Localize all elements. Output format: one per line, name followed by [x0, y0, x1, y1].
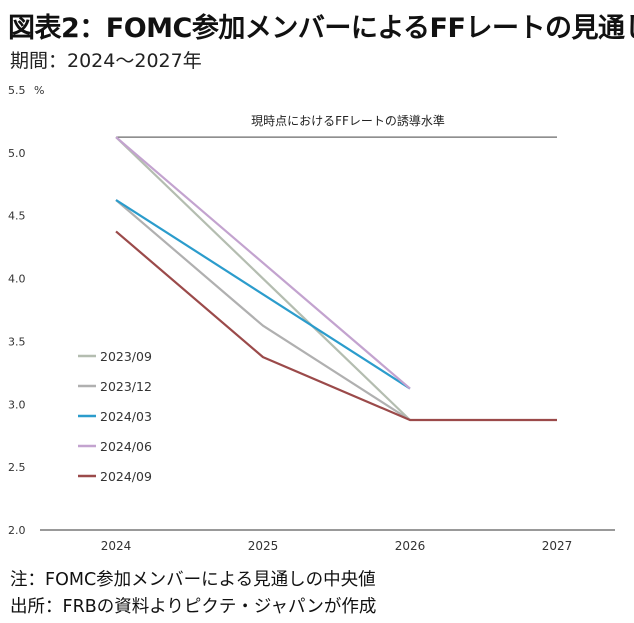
legend-label: 2023/12 — [100, 379, 152, 394]
y-tick-label: 3.5 — [8, 335, 26, 348]
series-line — [115, 230, 557, 422]
y-tick-label: 4.0 — [8, 273, 26, 286]
source-note: 出所：FRBの資料よりピクテ・ジャパンが作成 — [10, 597, 377, 617]
x-tick-label: 2026 — [395, 539, 426, 553]
x-tick-label: 2025 — [248, 539, 279, 553]
legend: 2023/09 2023/12 2024/03 2024/06 2024/09 — [78, 349, 152, 484]
y-unit-label: % — [34, 84, 44, 97]
y-tick-label: 5.0 — [8, 147, 26, 160]
y-tick-label: 5.5 — [8, 84, 26, 97]
series-lines — [115, 136, 557, 422]
y-tick-label: 3.0 — [8, 398, 26, 411]
y-axis: 2.0 2.5 3.0 3.5 4.0 4.5 5.0 5.5% — [8, 84, 44, 537]
series-line — [115, 199, 411, 421]
series-line — [115, 199, 411, 390]
footnote: 注：FOMC参加メンバーによる見通しの中央値 — [10, 570, 376, 590]
series-line — [115, 136, 411, 421]
y-tick-label: 2.5 — [8, 461, 26, 474]
line-chart: 2.02.53.03.54.04.55.05.5% 2024 2025 2026 20… — [8, 84, 615, 553]
legend-label: 2024/03 — [100, 409, 152, 424]
series-line — [115, 136, 411, 390]
y-tick-label: 4.5 — [8, 210, 26, 223]
legend-label: 2023/09 — [100, 349, 152, 364]
legend-label: 2024/06 — [100, 439, 152, 454]
y-tick-label: 2.0 — [8, 524, 26, 537]
chart-title: 図表2：FOMC参加メンバーによるFFレートの見通し — [8, 13, 634, 44]
legend-label: 2024/09 — [100, 469, 152, 484]
reference-line-label: 現時点におけるFFレートの誘導水準 — [251, 113, 445, 128]
x-tick-label: 2024 — [101, 539, 132, 553]
chart-subtitle: 期間：2024～2027年 — [10, 50, 202, 72]
x-axis: 2024 2025 2026 2027 — [40, 529, 615, 553]
reference-line-group: 現時点におけるFFレートの誘導水準 — [116, 113, 557, 138]
x-tick-label: 2027 — [542, 539, 573, 553]
